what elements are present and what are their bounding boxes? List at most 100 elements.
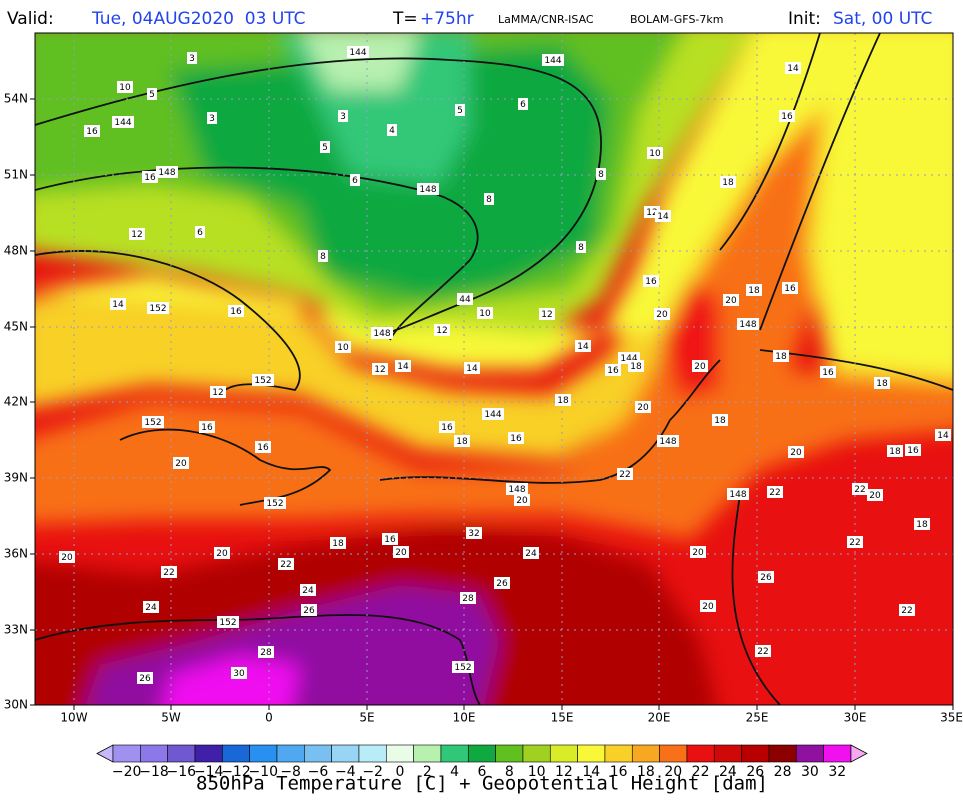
colorbar-box — [140, 744, 168, 763]
label-box — [278, 558, 294, 570]
contour-label: 148 — [508, 485, 525, 495]
contour-label: 16 — [384, 535, 396, 545]
label-box — [506, 483, 528, 495]
label-box — [156, 166, 178, 178]
label-box — [320, 141, 330, 153]
contour-label: 16 — [907, 446, 919, 456]
label-box — [596, 168, 606, 180]
contour-label: 5 — [149, 90, 155, 100]
contour-label: 22 — [849, 538, 860, 548]
colorbar-box — [686, 744, 715, 763]
contour-label: 20 — [725, 296, 737, 306]
map-frame — [34, 32, 954, 706]
contour-label: 152 — [149, 304, 166, 314]
label-box — [539, 308, 555, 320]
label-box — [252, 374, 274, 386]
label-box — [576, 241, 586, 253]
label-box — [655, 210, 671, 222]
colorbar-tick-label: −16 — [167, 764, 197, 780]
label-box — [59, 551, 75, 563]
label-box — [129, 228, 145, 240]
contour-label: 152 — [266, 499, 283, 509]
colorbar-box — [194, 744, 223, 763]
contour-label: 18 — [722, 178, 734, 188]
contour-label: 5 — [457, 106, 463, 116]
contour-label: 24 — [525, 549, 537, 559]
label-box — [746, 284, 762, 296]
label-box — [210, 386, 226, 398]
contour-label: 12 — [436, 326, 447, 336]
lon-label: 5W — [161, 711, 181, 725]
contour-label: 3 — [209, 114, 215, 124]
contour-label: 14 — [657, 212, 669, 222]
label-box — [935, 429, 951, 441]
label-box — [773, 350, 789, 362]
contour-label: 148 — [419, 185, 436, 195]
colorbar-box — [440, 744, 469, 763]
label-box — [477, 307, 493, 319]
contour-label: 152 — [254, 376, 271, 386]
colorbar-box — [795, 744, 824, 763]
label-box — [117, 81, 133, 93]
colorbar-tick-label: −8 — [280, 764, 301, 780]
label-box — [161, 566, 177, 578]
contour-label: 18 — [714, 416, 726, 426]
contour-label: 16 — [784, 284, 796, 294]
label-box — [466, 527, 482, 539]
colorbar-box — [112, 744, 141, 763]
contour-label: 16 — [257, 443, 269, 453]
label-box — [372, 363, 388, 375]
colorbar-box — [495, 744, 524, 763]
contour-label: 20 — [216, 549, 228, 559]
label-box — [657, 435, 679, 447]
label-box — [852, 483, 868, 495]
contour-label: 14 — [397, 362, 409, 372]
lon-label: 30E — [844, 711, 867, 725]
init-time: Sat, 00 UTC — [833, 9, 932, 29]
label-box — [147, 88, 157, 100]
label-box — [720, 176, 736, 188]
contour-label: 20 — [61, 553, 73, 563]
contour-label: 22 — [769, 488, 780, 498]
label-box — [484, 193, 494, 205]
lat-label: 39N — [4, 471, 28, 485]
label-box — [508, 432, 524, 444]
label-box — [523, 547, 539, 559]
colorbar-tick-label: −14 — [194, 764, 224, 780]
contour-label: 12 — [212, 388, 223, 398]
label-box — [460, 592, 476, 604]
contour-label: 20 — [516, 496, 528, 506]
contour-label: 152 — [454, 663, 471, 673]
label-box — [779, 110, 795, 122]
contour-label: 16 — [144, 173, 156, 183]
label-box — [330, 537, 346, 549]
label-box — [647, 147, 663, 159]
colorbar-box — [304, 744, 332, 763]
label-box — [112, 116, 134, 128]
label-box — [228, 305, 244, 317]
contour-label: 22 — [163, 568, 174, 578]
colorbar-tick-label: 8 — [505, 764, 514, 780]
label-box — [518, 98, 528, 110]
label-box — [455, 104, 465, 116]
colorbar-box — [631, 744, 660, 763]
label-box — [142, 171, 158, 183]
label-box — [382, 533, 398, 545]
contour-label: 8 — [578, 243, 584, 253]
contour-label: 5 — [322, 143, 328, 153]
contour-label: 14 — [787, 64, 799, 74]
contour-label: 12 — [646, 208, 657, 218]
contour-label: 16 — [607, 366, 619, 376]
label-box — [338, 110, 348, 122]
colorbar-box — [823, 744, 852, 763]
label-box — [914, 518, 930, 530]
label-box — [690, 546, 706, 558]
colorbar-tick-label: 4 — [450, 764, 459, 780]
label-box — [301, 604, 317, 616]
label-box — [350, 174, 360, 186]
label-box — [867, 489, 883, 501]
label-box — [628, 360, 644, 372]
colorbar-tick-label: 22 — [692, 764, 710, 780]
colorbar-tick-label: −20 — [112, 764, 142, 780]
contour-label: 18 — [456, 437, 468, 447]
